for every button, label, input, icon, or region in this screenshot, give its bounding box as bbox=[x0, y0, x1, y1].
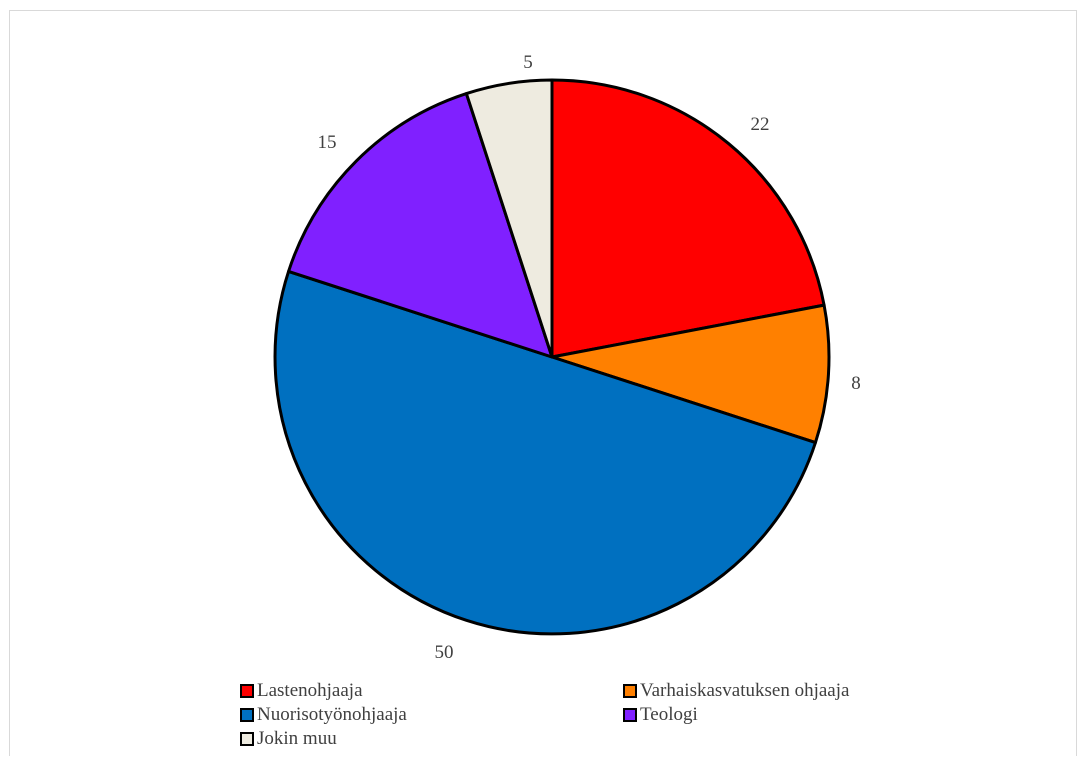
legend-label-jokin-muu: Jokin muu bbox=[257, 728, 337, 749]
legend-swatch-varhaiskasvatuksen-ohjaaja bbox=[623, 684, 637, 698]
legend-item-lastenohjaaja: Lastenohjaaja bbox=[240, 680, 363, 701]
pie-slice-teologi bbox=[287, 92, 554, 359]
data-label-nuorisotyonohjaaja: 50 bbox=[435, 642, 454, 663]
legend-item-jokin-muu: Jokin muu bbox=[240, 728, 337, 749]
legend-label-nuorisotyonohjaaja: Nuorisotyönohjaaja bbox=[257, 704, 407, 725]
data-label-lastenohjaaja: 22 bbox=[751, 114, 770, 135]
legend-item-nuorisotyonohjaaja: Nuorisotyönohjaaja bbox=[240, 704, 407, 725]
data-label-jokin-muu: 5 bbox=[523, 52, 533, 73]
legend-swatch-nuorisotyonohjaaja bbox=[240, 708, 254, 722]
data-label-teologi: 15 bbox=[318, 132, 337, 153]
legend-label-varhaiskasvatuksen-ohjaaja: Varhaiskasvatuksen ohjaaja bbox=[640, 680, 850, 701]
pie-slice-jokin-muu bbox=[464, 78, 554, 359]
pie-slices bbox=[273, 78, 831, 636]
pie-data-labels: 22 8 50 15 5 bbox=[318, 52, 861, 663]
legend-swatch-teologi bbox=[623, 708, 637, 722]
pie-slice-varhaiskasvatuksen-ohjaaja bbox=[550, 303, 831, 445]
legend-label-teologi: Teologi bbox=[640, 704, 698, 725]
pie-slice-lastenohjaaja bbox=[550, 78, 826, 359]
legend-item-varhaiskasvatuksen-ohjaaja: Varhaiskasvatuksen ohjaaja bbox=[623, 680, 850, 701]
pie-slice-nuorisotyonohjaaja bbox=[273, 269, 817, 636]
legend-label-lastenohjaaja: Lastenohjaaja bbox=[257, 680, 363, 701]
legend-item-teologi: Teologi bbox=[623, 704, 698, 725]
legend-swatch-lastenohjaaja bbox=[240, 684, 254, 698]
data-label-varhaiskasvatuksen-ohjaaja: 8 bbox=[851, 373, 861, 394]
legend-swatch-jokin-muu bbox=[240, 732, 254, 746]
